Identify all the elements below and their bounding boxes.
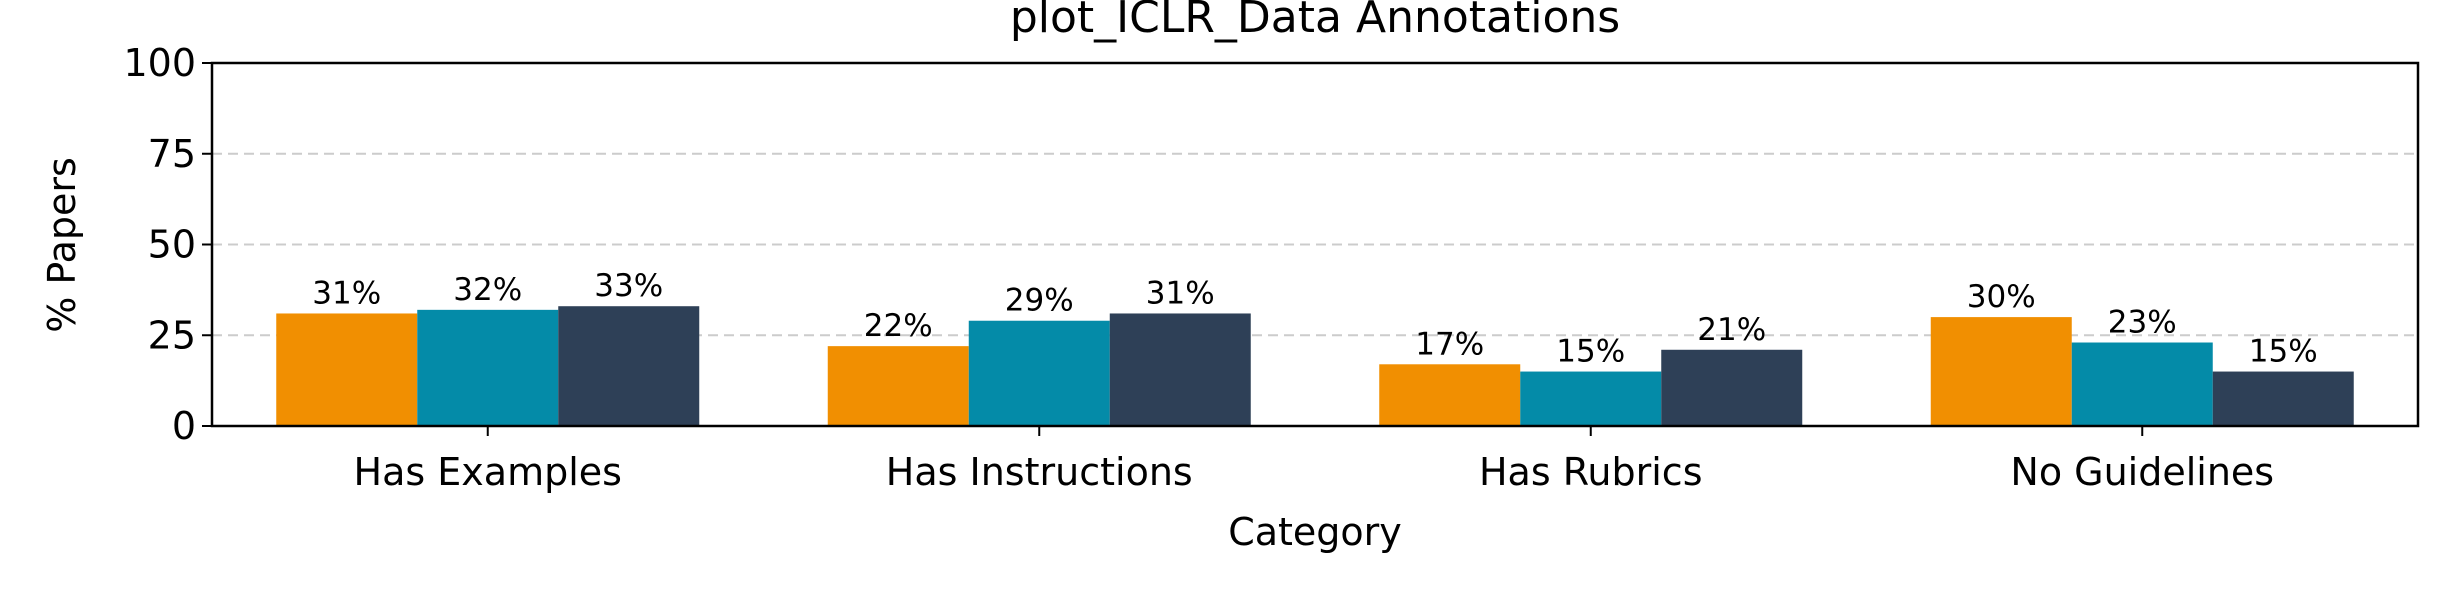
x-axis-ticks: Has Examples Has Instructions Has Rubrics N… bbox=[354, 426, 2274, 494]
bar-value-label: 17% bbox=[1415, 326, 1484, 362]
y-tick-label: 0 bbox=[172, 404, 196, 448]
y-tick-label: 50 bbox=[148, 223, 196, 267]
bar bbox=[417, 309, 559, 426]
bar bbox=[1661, 349, 1803, 426]
bar bbox=[1520, 371, 1662, 426]
x-axis-label: Category bbox=[1228, 510, 1402, 554]
bar bbox=[2212, 371, 2354, 426]
bar bbox=[276, 313, 418, 426]
bar-value-label: 31% bbox=[1146, 275, 1215, 311]
bar bbox=[2071, 342, 2213, 426]
y-tick-label: 100 bbox=[123, 41, 196, 85]
bar-value-label: 21% bbox=[1697, 312, 1766, 348]
y-tick-label: 75 bbox=[148, 132, 196, 176]
bar bbox=[558, 306, 700, 426]
bar-value-label: 23% bbox=[2108, 305, 2177, 341]
bar-value-label: 15% bbox=[2249, 334, 2318, 370]
bar-value-label: 31% bbox=[312, 275, 381, 311]
bars bbox=[276, 306, 2354, 426]
bar-value-label: 32% bbox=[453, 272, 522, 308]
data-labels: 31% 32% 33% 22% 29% 31% 17% 15% 21% 30% 23% 15% bbox=[312, 268, 2317, 369]
x-tick-label: Has Examples bbox=[354, 450, 622, 494]
bar-value-label: 30% bbox=[1967, 279, 2036, 315]
bar bbox=[1379, 364, 1521, 426]
x-tick-label: Has Instructions bbox=[886, 450, 1193, 494]
bar-value-label: 29% bbox=[1005, 283, 1074, 319]
bar bbox=[827, 346, 969, 426]
y-tick-label: 25 bbox=[148, 313, 196, 357]
x-tick-label: No Guidelines bbox=[2010, 450, 2274, 494]
y-axis-label: % Papers bbox=[40, 157, 84, 333]
bar-value-label: 15% bbox=[1556, 334, 1625, 370]
bar bbox=[1109, 313, 1251, 426]
y-axis-ticks: 0 25 50 75 100 bbox=[123, 41, 212, 448]
x-tick-label: Has Rubrics bbox=[1479, 450, 1703, 494]
bar-value-label: 22% bbox=[864, 308, 933, 344]
bar-value-label: 33% bbox=[594, 268, 663, 304]
grid-lines bbox=[212, 152, 2418, 337]
bar bbox=[968, 320, 1110, 426]
bar bbox=[1930, 317, 2072, 426]
chart-title: plot_ICLR_Data Annotations bbox=[1010, 0, 1620, 43]
